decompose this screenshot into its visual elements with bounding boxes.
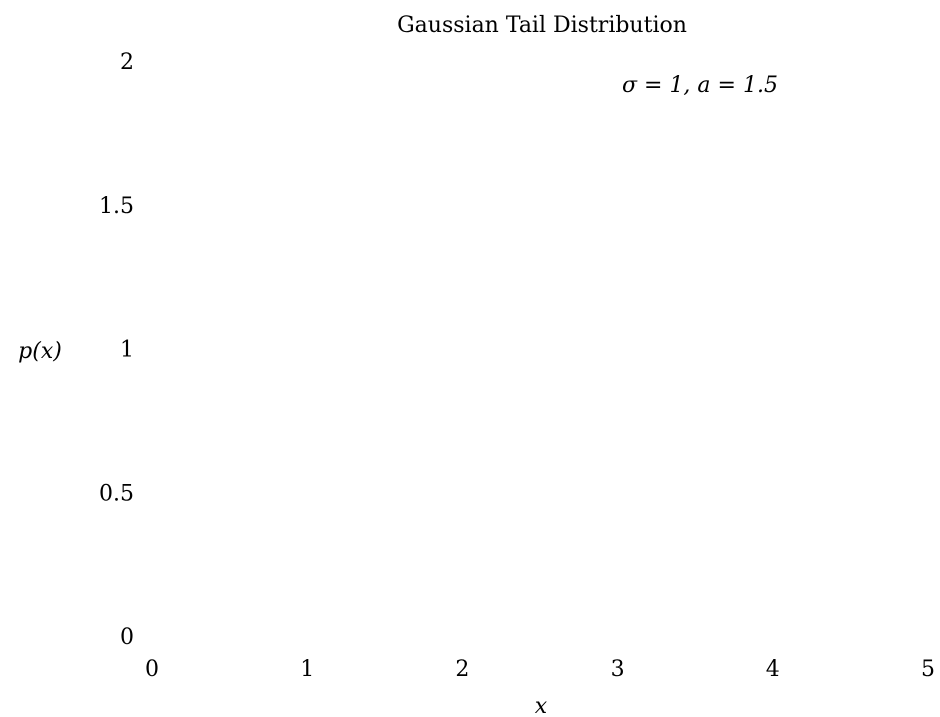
x-tick-label: 4 [766, 657, 780, 682]
x-tick-label: 0 [145, 657, 159, 682]
x-axis-label: x [535, 694, 548, 717]
y-axis-label: p(x) [18, 339, 62, 364]
legend-entry: σ = 1, a = 1.5 [622, 73, 778, 98]
y-tick-label: 2 [120, 50, 134, 75]
y-axis-tick-labels: 0 0.5 1 1.5 2 [99, 50, 134, 650]
x-tick-label: 2 [455, 657, 469, 682]
x-axis-tick-labels: 0 1 2 3 4 5 [145, 657, 935, 682]
y-tick-label: 0.5 [99, 481, 134, 506]
y-tick-label: 0 [120, 625, 134, 650]
x-tick-label: 5 [921, 657, 935, 682]
chart-title: Gaussian Tail Distribution [397, 13, 687, 38]
y-tick-label: 1 [120, 338, 134, 363]
x-tick-label: 1 [300, 657, 314, 682]
y-tick-label: 1.5 [99, 194, 134, 219]
x-tick-label: 3 [611, 657, 625, 682]
